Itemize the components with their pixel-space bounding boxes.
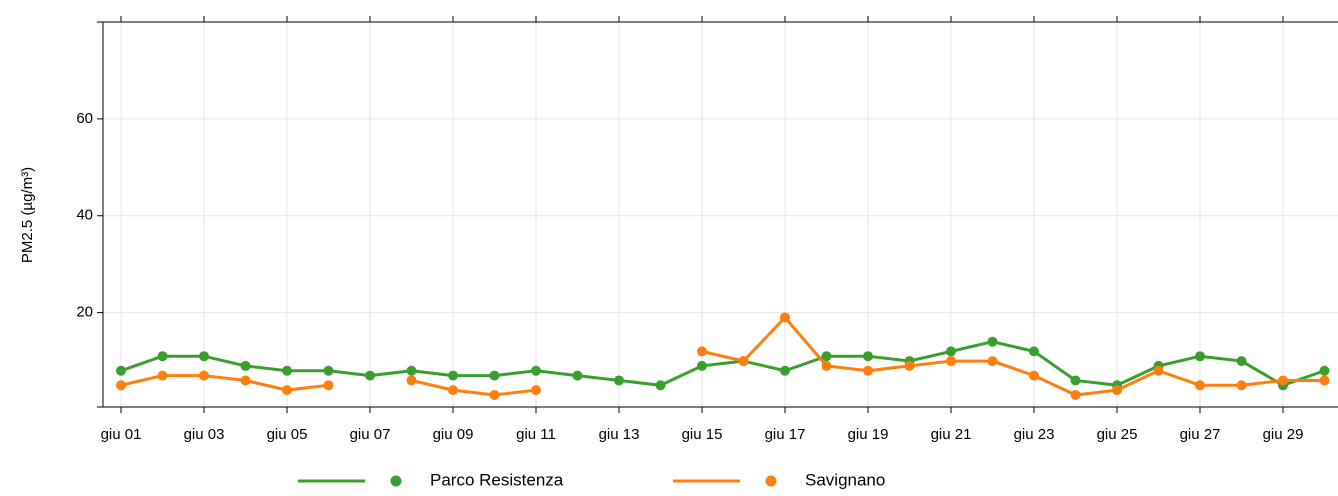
x-tick-label: giu 23 <box>1014 426 1055 443</box>
data-point <box>157 370 168 381</box>
data-point <box>904 360 915 371</box>
data-point <box>489 389 500 400</box>
data-point <box>240 360 251 371</box>
legend-label: Savignano <box>805 470 885 489</box>
x-tick-label: giu 01 <box>101 426 142 443</box>
data-point <box>780 312 790 323</box>
x-tick-label: giu 05 <box>267 426 308 443</box>
x-tick-label: giu 11 <box>516 426 556 443</box>
data-point <box>116 380 126 391</box>
y-tick-label: 20 <box>76 304 93 321</box>
data-point <box>323 380 334 391</box>
x-tick-label: giu 25 <box>1097 426 1138 443</box>
data-point <box>448 385 458 396</box>
data-point <box>1195 351 1205 362</box>
y-tick-label: 60 <box>76 110 93 127</box>
data-point <box>1070 375 1081 386</box>
data-point <box>240 375 251 386</box>
series-line <box>120 340 1325 387</box>
data-point <box>489 370 500 381</box>
x-tick-label: giu 19 <box>848 426 889 443</box>
data-point <box>863 351 873 362</box>
x-tick-label: giu 13 <box>599 426 640 443</box>
data-point <box>199 351 209 362</box>
data-point <box>1070 389 1081 400</box>
x-tick-label: giu 17 <box>765 426 806 443</box>
x-tick-label: giu 03 <box>184 426 225 443</box>
data-point <box>780 365 790 376</box>
data-point <box>614 375 624 386</box>
data-point <box>821 351 832 362</box>
x-tick-label: giu 07 <box>350 426 391 443</box>
data-point <box>323 365 334 376</box>
data-point <box>1236 356 1247 367</box>
data-point <box>738 356 749 367</box>
data-point <box>946 346 956 357</box>
data-point <box>946 356 956 367</box>
data-point <box>531 365 541 376</box>
data-point <box>1236 380 1247 391</box>
data-point <box>821 360 832 371</box>
data-point <box>1153 365 1164 376</box>
x-tick-label: giu 27 <box>1180 426 1221 443</box>
data-point <box>987 356 998 367</box>
data-point <box>1278 375 1288 386</box>
data-point <box>282 385 292 396</box>
data-point <box>1112 385 1122 396</box>
data-point <box>655 380 666 391</box>
legend-label: Parco Resistenza <box>430 470 564 489</box>
x-tick-label: giu 09 <box>433 426 474 443</box>
data-point <box>157 351 168 362</box>
x-tick-label: giu 29 <box>1263 426 1304 443</box>
data-point <box>572 370 583 381</box>
data-point <box>199 370 209 381</box>
data-point <box>1195 380 1205 391</box>
legend-marker <box>765 475 777 487</box>
data-point <box>531 385 541 396</box>
data-point <box>1319 365 1330 376</box>
data-point <box>987 336 998 347</box>
data-point <box>282 365 292 376</box>
data-point <box>1029 346 1039 357</box>
data-point <box>116 365 126 376</box>
data-point <box>406 375 417 386</box>
data-point <box>697 346 707 357</box>
data-point <box>406 365 417 376</box>
legend-marker <box>390 475 402 487</box>
data-point <box>1319 375 1330 386</box>
x-tick-label: giu 15 <box>682 426 723 443</box>
series-line <box>120 315 1325 397</box>
data-point <box>365 370 375 381</box>
y-axis-label: PM2.5 (µg/m³) <box>19 167 36 263</box>
data-point <box>448 370 458 381</box>
y-tick-label: 40 <box>76 207 93 224</box>
data-point <box>1029 370 1039 381</box>
data-point <box>697 360 707 371</box>
x-tick-label: giu 21 <box>931 426 972 443</box>
data-point <box>863 365 873 376</box>
